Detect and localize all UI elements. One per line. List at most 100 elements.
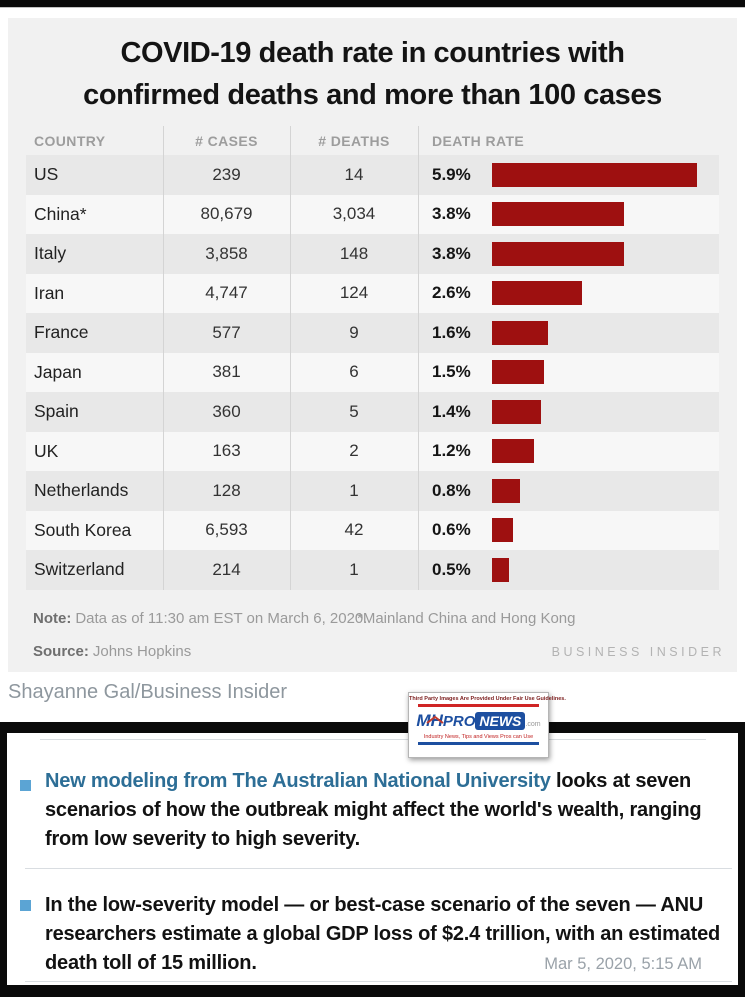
table-row: China* 80,679 3,034 3.8% xyxy=(26,194,719,234)
rate-bar xyxy=(492,360,544,385)
deaths-cell: 9 xyxy=(349,322,359,342)
country-cell: Italy xyxy=(34,243,67,264)
table-row: France 577 9 1.6% xyxy=(26,313,719,353)
rate-cell: 0.6% xyxy=(418,518,719,543)
table-body: US 239 14 5.9% China* 80,679 3,034 3.8% Italy 3,8… xyxy=(26,155,719,590)
rate-bar xyxy=(492,320,548,345)
rate-label: 0.5% xyxy=(432,559,471,579)
deaths-cell: 1 xyxy=(349,559,359,579)
column-divider xyxy=(290,126,291,590)
country-cell: Iran xyxy=(34,282,65,303)
deaths-cell: 5 xyxy=(349,401,359,421)
cases-cell: 6,593 xyxy=(205,520,248,540)
source-label: Source: xyxy=(33,643,89,660)
article-body: New modeling from The Australian Nationa… xyxy=(7,733,738,985)
deaths-cell: 2 xyxy=(349,441,359,461)
bullet-2-text: In the low-severity model — or best-case… xyxy=(45,894,721,974)
rate-label: 3.8% xyxy=(432,243,471,263)
rate-label: 1.5% xyxy=(432,362,471,382)
source-text: Johns Hopkins xyxy=(92,643,192,660)
rate-cell: 5.9% xyxy=(418,162,719,187)
logo-news-badge: NEWS xyxy=(475,712,526,730)
country-cell: South Korea xyxy=(34,519,132,540)
chart-title-line1: COVID-19 death rate in countries with xyxy=(120,37,625,69)
cases-cell: 128 xyxy=(212,480,241,500)
article-timestamp: Mar 5, 2020, 5:15 AM xyxy=(544,955,702,973)
bullet-1-text: looks at seven scenarios of how the outb… xyxy=(45,770,702,850)
image-credit-caption: Shayanne Gal/Business Insider xyxy=(8,681,288,703)
top-border-bar xyxy=(0,0,745,8)
deaths-cell: 42 xyxy=(344,520,364,540)
rate-cell: 0.8% xyxy=(418,478,719,503)
country-cell: Netherlands xyxy=(34,480,129,501)
rate-bar xyxy=(492,478,520,503)
rate-label: 1.4% xyxy=(432,401,471,421)
country-cell: France xyxy=(34,322,89,343)
article-bullet-2: In the low-severity model — or best-case… xyxy=(45,891,727,978)
country-cell: China* xyxy=(34,203,87,224)
rate-cell: 2.6% xyxy=(418,281,719,306)
cases-cell: 360 xyxy=(212,401,241,421)
note-text: Data as of 11:30 am EST on March 6, 2020… xyxy=(75,610,368,627)
chart-source: Source: Johns Hopkins BUSINESS INSIDER xyxy=(33,643,725,660)
bullet-square-icon xyxy=(20,900,31,911)
fair-use-disclaimer: Third Party Images Are Provided Under Fa… xyxy=(409,696,566,702)
header-deaths: # DEATHS xyxy=(318,132,390,149)
header-country: COUNTRY xyxy=(34,132,106,149)
rate-cell: 1.6% xyxy=(418,320,719,345)
divider xyxy=(40,739,706,740)
deaths-cell: 14 xyxy=(344,164,364,184)
anu-modeling-link[interactable]: New modeling from The Australian Nationa… xyxy=(45,770,551,792)
chart-note: Note: Data as of 11:30 am EST on March 6,… xyxy=(33,610,728,627)
country-cell: Spain xyxy=(34,401,79,422)
rate-bar xyxy=(492,281,582,306)
china-footnote: *Mainland China and Hong Kong xyxy=(357,610,576,627)
deaths-cell: 1 xyxy=(349,480,359,500)
table-header-row: COUNTRY # CASES # DEATHS DEATH RATE xyxy=(26,126,719,155)
logo-dotcom-text: .com xyxy=(525,721,541,728)
deaths-cell: 148 xyxy=(339,243,369,263)
rate-label: 1.2% xyxy=(432,441,471,461)
table-row: Netherlands 128 1 0.8% xyxy=(26,471,719,511)
mhpronews-logo: MHPRO NEWS .com xyxy=(409,709,548,733)
logo-pro-text: PRO xyxy=(442,713,476,730)
rate-bar xyxy=(492,399,541,424)
rate-cell: 0.5% xyxy=(418,557,719,582)
logo-tagline: Industry News, Tips and Views Pros can U… xyxy=(423,734,534,740)
note-label: Note: xyxy=(33,610,72,627)
table-row: South Korea 6,593 42 0.6% xyxy=(26,510,719,550)
rate-label: 0.6% xyxy=(432,520,471,540)
column-divider xyxy=(163,126,164,590)
rate-label: 1.6% xyxy=(432,322,471,342)
table-row: Spain 360 5 1.4% xyxy=(26,392,719,432)
rate-bar xyxy=(492,241,624,266)
rate-label: 2.6% xyxy=(432,283,471,303)
table-row: Iran 4,747 124 2.6% xyxy=(26,273,719,313)
chart-title: COVID-19 death rate in countries with co… xyxy=(8,32,737,116)
table-row: Switzerland 214 1 0.5% xyxy=(26,550,719,590)
cases-cell: 3,858 xyxy=(205,243,248,263)
article-bullet-1: New modeling from The Australian Nationa… xyxy=(45,767,727,854)
cases-cell: 163 xyxy=(212,441,241,461)
infographic-panel: COVID-19 death rate in countries with co… xyxy=(8,18,737,672)
rate-bar xyxy=(492,557,509,582)
article-frame: New modeling from The Australian Nationa… xyxy=(0,722,745,997)
cases-cell: 4,747 xyxy=(205,283,248,303)
table-row: Italy 3,858 148 3.8% xyxy=(26,234,719,274)
deaths-cell: 124 xyxy=(339,283,369,303)
divider xyxy=(25,868,732,869)
rate-label: 5.9% xyxy=(432,164,471,184)
red-bar xyxy=(418,704,539,707)
header-death-rate: DEATH RATE xyxy=(432,132,525,149)
house-roof-icon xyxy=(425,708,445,732)
table-row: US 239 14 5.9% xyxy=(26,155,719,195)
table-row: Japan 381 6 1.5% xyxy=(26,352,719,392)
cases-cell: 239 xyxy=(212,164,241,184)
bullet-square-icon xyxy=(20,780,31,791)
country-cell: Switzerland xyxy=(34,559,125,580)
death-rate-table: COUNTRY # CASES # DEATHS DEATH RATE US 23… xyxy=(26,126,719,590)
deaths-cell: 3,034 xyxy=(332,204,376,224)
mhpronews-watermark: Third Party Images Are Provided Under Fa… xyxy=(408,692,566,758)
cases-cell: 214 xyxy=(212,559,241,579)
rate-cell: 3.8% xyxy=(418,241,719,266)
